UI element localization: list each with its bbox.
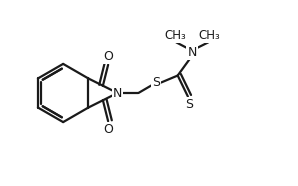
Text: CH₃: CH₃ — [198, 29, 220, 42]
Text: N: N — [113, 86, 122, 100]
Text: CH₃: CH₃ — [164, 29, 186, 42]
Text: O: O — [103, 124, 113, 137]
Text: N: N — [187, 46, 197, 59]
Text: S: S — [152, 76, 160, 89]
Text: O: O — [103, 49, 113, 62]
Text: S: S — [185, 98, 193, 111]
